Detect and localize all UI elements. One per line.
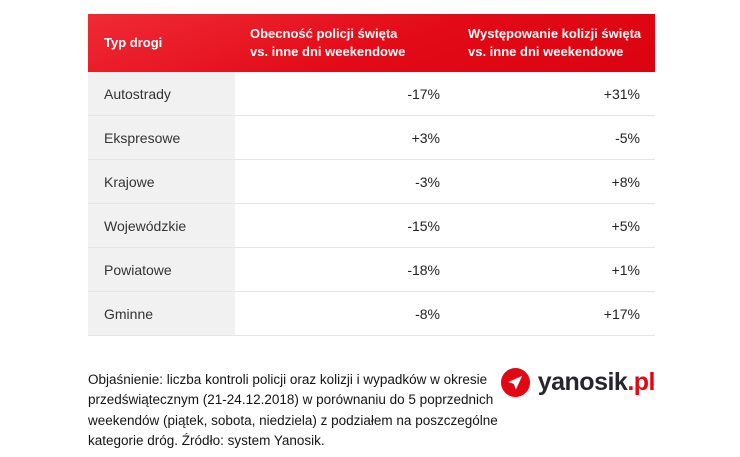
police-presence-cell: -18% <box>407 261 440 278</box>
road-type-cell: Powiatowe <box>88 248 235 291</box>
road-type-cell: Ekspresowe <box>88 116 235 159</box>
road-type-cell: Autostrady <box>88 72 235 115</box>
header-road-type: Typ drogi <box>88 14 235 72</box>
collision-cell: +8% <box>611 173 640 190</box>
header-police-line1: Obecność policji święta <box>250 26 398 41</box>
header-road-type-label: Typ drogi <box>104 35 163 50</box>
collision-cell: +31% <box>603 85 640 102</box>
table-row: Autostrady -17% +31% <box>88 72 655 116</box>
table-row: Ekspresowe +3% -5% <box>88 116 655 160</box>
explanation-line: Objaśnienie: liczba kontroli policji ora… <box>88 372 488 387</box>
police-presence-cell: +3% <box>411 129 440 146</box>
table-header-row: Typ drogi Obecność policji święta vs. in… <box>88 14 655 72</box>
logo-tld: .pl <box>627 368 655 396</box>
police-presence-cell: -15% <box>407 217 440 234</box>
explanation-line: kategorie dróg. Źródło: system Yanosik. <box>88 432 325 448</box>
explanation-note: Objaśnienie: liczba kontroli policji ora… <box>88 370 508 451</box>
table-row: Krajowe -3% +8% <box>88 160 655 204</box>
road-type-cell: Krajowe <box>88 160 235 203</box>
header-police-line2: vs. inne dni weekendowe <box>250 44 406 59</box>
road-type-cell: Wojewódzkie <box>88 204 235 247</box>
collision-cell: +17% <box>603 305 640 322</box>
yanosik-logo: yanosik.pl <box>500 367 655 398</box>
header-collisions: Występowanie kolizji święta vs. inne dni… <box>455 14 655 72</box>
collision-cell: -5% <box>615 129 640 146</box>
explanation-line: weekendów (piątek, sobota, niedziela) z … <box>88 412 498 428</box>
yanosik-wordmark: yanosik.pl <box>537 368 656 397</box>
collision-cell: +5% <box>611 217 640 234</box>
police-presence-cell: -8% <box>415 305 440 322</box>
explanation-line: przedświątecznym (21-24.12.2018) w porów… <box>88 392 494 408</box>
table-row: Gminne -8% +17% <box>88 292 655 336</box>
police-presence-cell: -17% <box>407 85 440 102</box>
yanosik-navigation-icon <box>500 367 530 398</box>
police-presence-cell: -3% <box>415 173 440 190</box>
table-row: Wojewódzkie -15% +5% <box>88 204 655 248</box>
header-collisions-line1: Występowanie kolizji święta <box>468 26 642 41</box>
header-police-presence: Obecność policji święta vs. inne dni wee… <box>235 14 455 72</box>
road-statistics-table: Typ drogi Obecność policji święta vs. in… <box>88 14 655 336</box>
road-type-cell: Gminne <box>88 292 235 335</box>
logo-name: yanosik <box>537 368 628 396</box>
collision-cell: +1% <box>611 261 640 278</box>
table-row: Powiatowe -18% +1% <box>88 248 655 292</box>
header-collisions-line2: vs. inne dni weekendowe <box>468 44 624 59</box>
